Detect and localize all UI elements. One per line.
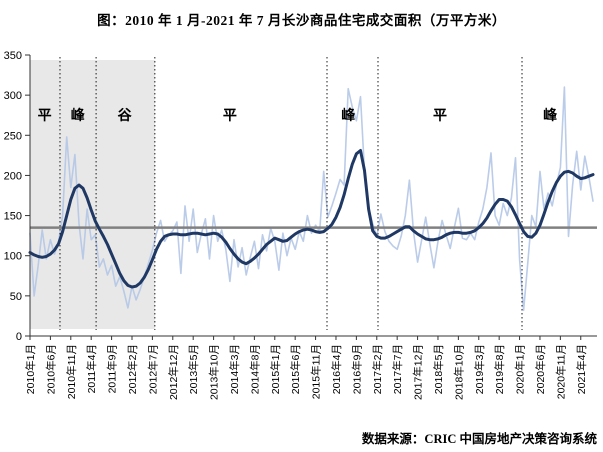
y-axis-tick-label: 50 — [10, 291, 22, 303]
x-axis-tick-label: 2020年11月 — [554, 344, 567, 399]
x-axis-tick-label: 2017年7月 — [391, 344, 404, 394]
x-axis-tick-label: 2015年6月 — [289, 344, 302, 394]
x-axis-tick-label: 2016年4月 — [330, 344, 343, 394]
x-axis-tick-label: 2012年12月 — [167, 344, 180, 400]
y-axis-tick-label: 100 — [4, 251, 22, 263]
y-axis-tick-label: 0 — [16, 331, 22, 343]
phase-label: 平 — [38, 108, 52, 124]
y-axis-tick-label: 150 — [4, 211, 22, 223]
y-axis-tick-label: 300 — [4, 90, 22, 102]
x-axis-tick-label: 2020年6月 — [534, 344, 547, 394]
trend-series-line — [28, 149, 595, 289]
x-axis-tick-label: 2014年3月 — [228, 344, 241, 394]
x-axis-tick-label: 2015年1月 — [269, 344, 282, 394]
x-axis-tick-label: 2018年10月 — [452, 344, 465, 400]
x-axis-tick-label: 2013年5月 — [187, 344, 200, 394]
x-axis-tick-label: 2013年10月 — [208, 344, 221, 400]
data-source: 数据来源：CRIC 中国房地产决策咨询系统 — [361, 432, 597, 446]
x-axis-tick-label: 2017年12月 — [412, 344, 425, 400]
x-axis-tick-label: 2010年1月 — [24, 344, 37, 394]
x-axis-tick-label: 2015年11月 — [310, 344, 323, 399]
y-axis-tick-label: 350 — [4, 50, 22, 62]
x-axis-tick-label: 2019年8月 — [493, 344, 506, 394]
x-axis-tick-label: 2012年2月 — [126, 344, 139, 394]
x-axis-tick-label: 2014年8月 — [248, 344, 261, 394]
phase-label: 平 — [223, 108, 237, 124]
x-axis-tick-label: 2012年7月 — [146, 344, 159, 394]
x-axis-tick-label: 2010年6月 — [44, 344, 57, 394]
y-axis-tick-label: 200 — [4, 170, 22, 182]
x-axis-tick-label: 2011年4月 — [85, 344, 98, 393]
x-axis-tick-label: 2019年3月 — [473, 344, 486, 394]
x-axis-tick-label: 2017年2月 — [371, 344, 384, 394]
phase-label: 峰 — [341, 107, 356, 124]
early-cycle-shaded-region — [30, 60, 155, 329]
x-axis-tick-label: 2021年4月 — [575, 344, 588, 394]
x-axis-tick-label: 2011年9月 — [106, 344, 119, 393]
y-axis-tick-label: 250 — [4, 130, 22, 142]
x-axis-tick-label: 2020年1月 — [514, 344, 527, 394]
x-axis-tick-label: 2016年9月 — [350, 344, 363, 394]
x-axis-tick-label: 2010年11月 — [65, 344, 78, 399]
x-axis-tick-label: 2018年5月 — [432, 344, 445, 394]
phase-label: 平 — [433, 108, 447, 124]
phase-label: 峰 — [71, 107, 86, 124]
monthly-series-line — [29, 86, 594, 312]
phase-label: 谷 — [118, 108, 133, 124]
phase-label: 峰 — [543, 107, 558, 124]
chart-title: 图：2010 年 1 月-2021 年 7 月长沙商品住宅成交面积（万平方米） — [97, 13, 506, 28]
